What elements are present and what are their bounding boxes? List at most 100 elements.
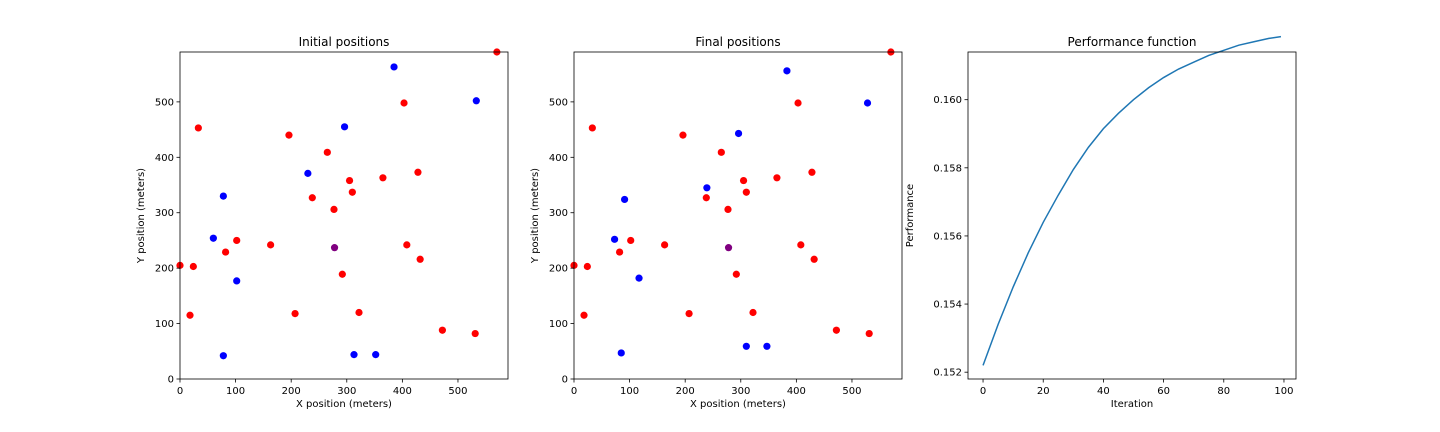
chart-title: Performance function xyxy=(1068,35,1197,49)
data-point-18 xyxy=(661,241,669,249)
chart-title: Initial positions xyxy=(299,35,390,49)
data-point-21 xyxy=(221,248,230,256)
x-tick-label-4: 400 xyxy=(787,386,806,397)
data-point-33 xyxy=(763,342,771,350)
data-point-17 xyxy=(627,236,635,245)
x-tick-label-5: 100 xyxy=(1274,386,1293,397)
y-tick-label-0: 0 xyxy=(168,375,174,386)
y-axis-label: Y position (meters) xyxy=(136,168,147,264)
y-axis-label: Y position (meters) xyxy=(530,168,541,264)
data-point-29 xyxy=(580,311,588,319)
data-point-30 xyxy=(438,326,446,334)
data-point-25 xyxy=(732,270,740,278)
x-tick-label-5: 500 xyxy=(842,386,861,397)
data-point-24 xyxy=(189,262,197,271)
data-point-5 xyxy=(340,123,349,131)
data-point-30 xyxy=(832,326,841,334)
data-point-24 xyxy=(583,262,591,271)
y-tick-label-3: 300 xyxy=(549,208,568,219)
data-point-11 xyxy=(703,184,711,192)
x-tick-label-2: 200 xyxy=(676,386,695,397)
data-point-32 xyxy=(350,351,358,359)
x-tick-label-3: 300 xyxy=(337,386,356,397)
data-point-16 xyxy=(209,234,217,242)
plot-frame xyxy=(967,51,1297,380)
x-tick-label-4: 80 xyxy=(1217,386,1230,397)
y-tick-label-1: 0.154 xyxy=(933,300,962,311)
x-tick-label-2: 200 xyxy=(282,386,301,397)
data-point-2 xyxy=(472,97,480,105)
y-tick-label-5: 500 xyxy=(155,97,174,108)
data-point-15 xyxy=(330,205,338,213)
data-point-9 xyxy=(414,168,422,176)
data-point-6 xyxy=(679,131,687,139)
final-positions-chart: 0 100 200 300 400 500 0 100 200 300 400 500 Final po… xyxy=(530,35,903,410)
y-tick-label-4: 0.160 xyxy=(933,95,962,106)
data-point-10 xyxy=(739,176,748,185)
data-point-26 xyxy=(233,277,241,285)
data-point-22 xyxy=(810,255,818,263)
data-point-13 xyxy=(702,194,710,202)
data-point-21 xyxy=(615,248,624,256)
x-axis-label: X position (meters) xyxy=(690,399,786,410)
x-tick-label-2: 40 xyxy=(1097,386,1110,397)
data-point-19 xyxy=(797,241,805,249)
data-point-27 xyxy=(749,308,757,317)
data-point-10 xyxy=(379,174,387,182)
data-point-29 xyxy=(186,311,194,319)
x-tick-label-4: 400 xyxy=(393,386,412,397)
data-point-2 xyxy=(863,99,872,107)
data-point-20 xyxy=(724,244,733,252)
x-tick-label-3: 60 xyxy=(1157,386,1170,397)
data-point-6 xyxy=(285,131,293,139)
data-point-18 xyxy=(267,241,275,249)
data-point-31 xyxy=(865,329,873,338)
data-point-8 xyxy=(808,168,816,176)
data-point-7 xyxy=(717,148,725,156)
y-tick-label-1: 100 xyxy=(155,319,174,330)
x-axis-label: Iteration xyxy=(1111,399,1153,410)
x-tick-label-1: 20 xyxy=(1037,386,1050,397)
data-point-33 xyxy=(372,351,380,359)
data-point-12 xyxy=(348,188,356,196)
y-axis-label: Performance xyxy=(905,184,916,247)
initial-positions-chart: 0 100 200 300 400 500 0 100 200 300 400 500 Initial … xyxy=(136,35,509,410)
x-tick-label-1: 100 xyxy=(620,386,639,397)
plot-frame xyxy=(179,51,509,380)
y-tick-label-4: 400 xyxy=(549,153,568,164)
data-point-13 xyxy=(219,192,227,200)
y-tick-label-3: 0.158 xyxy=(933,163,962,174)
data-point-15 xyxy=(724,205,732,213)
y-tick-label-0: 0.152 xyxy=(933,368,962,379)
data-point-28 xyxy=(685,310,693,318)
data-point-1 xyxy=(783,67,791,75)
y-tick-label-0: 0 xyxy=(562,375,568,386)
data-point-20 xyxy=(330,244,339,252)
x-tick-label-5: 500 xyxy=(448,386,467,397)
y-tick-label-3: 300 xyxy=(155,208,174,219)
data-point-16 xyxy=(610,235,619,243)
data-point-26 xyxy=(635,274,643,282)
plot-frame xyxy=(573,51,903,380)
data-point-9 xyxy=(773,174,781,182)
x-tick-label-3: 300 xyxy=(731,386,750,397)
data-point-17 xyxy=(233,236,241,245)
x-tick-label-1: 100 xyxy=(226,386,245,397)
y-tick-label-4: 400 xyxy=(155,153,174,164)
data-point-34 xyxy=(219,352,227,360)
data-point-7 xyxy=(323,148,331,156)
data-point-25 xyxy=(338,270,346,278)
y-tick-label-2: 0.156 xyxy=(933,231,962,242)
x-tick-label-0: 0 xyxy=(571,386,577,397)
data-point-1 xyxy=(390,63,398,71)
chart-title: Final positions xyxy=(695,35,780,49)
data-point-22 xyxy=(416,255,424,263)
data-point-27 xyxy=(355,308,363,317)
y-tick-label-2: 200 xyxy=(549,264,568,275)
data-point-4 xyxy=(588,124,596,132)
data-point-19 xyxy=(403,241,411,249)
y-tick-label-2: 200 xyxy=(155,264,174,275)
y-tick-label-5: 500 xyxy=(549,97,568,108)
x-tick-label-0: 0 xyxy=(177,386,183,397)
data-point-3 xyxy=(794,99,802,107)
